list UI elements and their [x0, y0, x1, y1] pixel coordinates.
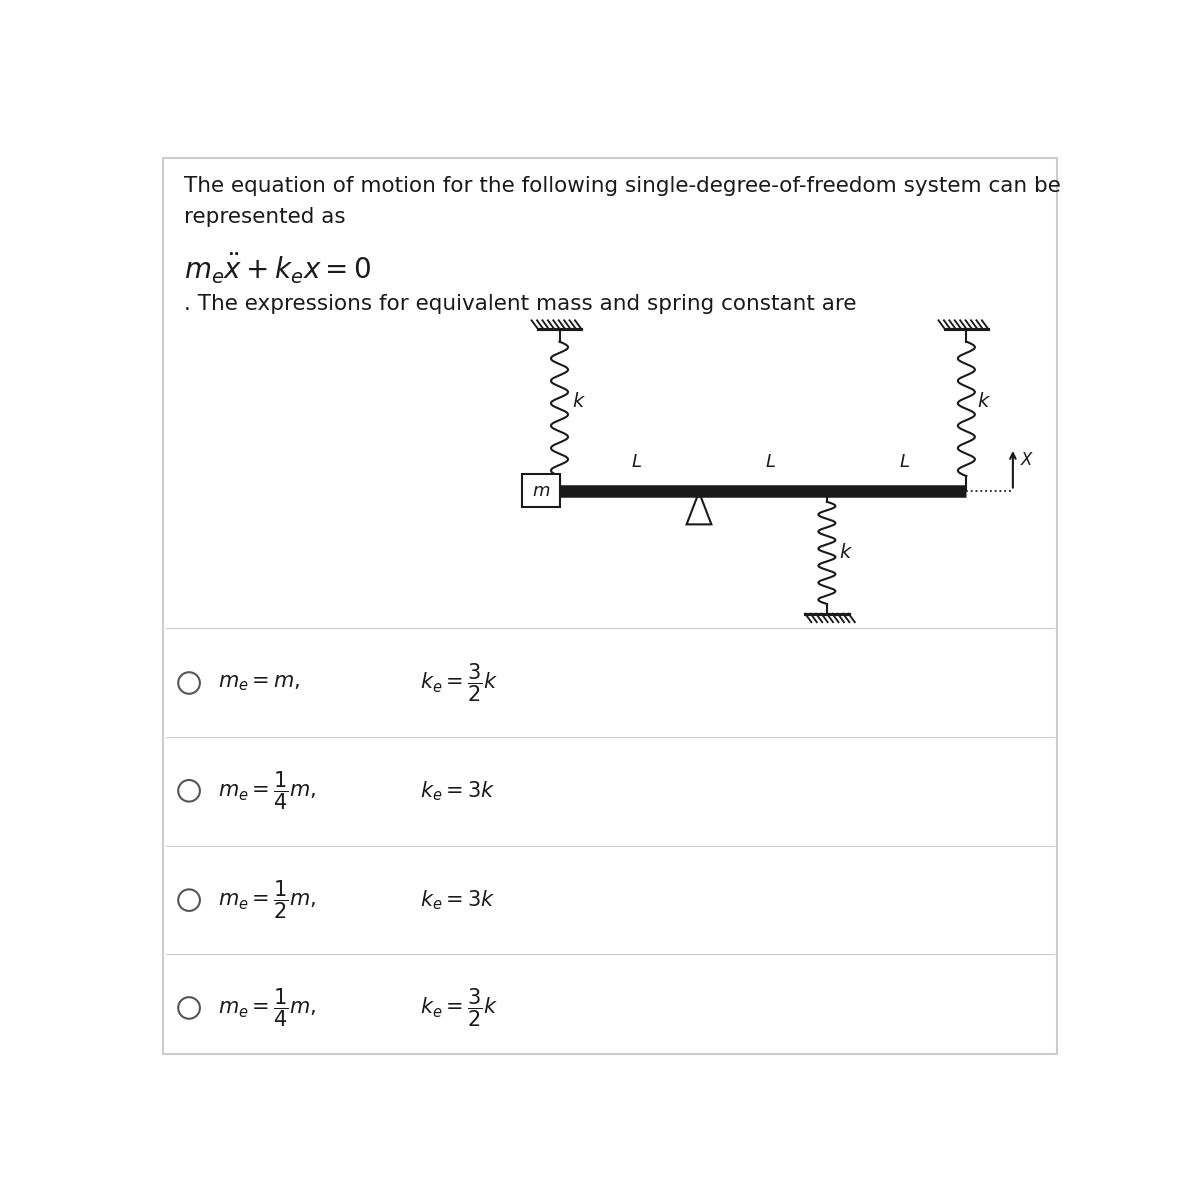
Text: k: k	[839, 544, 851, 563]
Text: X: X	[1021, 451, 1032, 469]
Text: L: L	[900, 454, 909, 472]
Circle shape	[178, 889, 200, 911]
Circle shape	[178, 672, 200, 694]
Bar	[522, 474, 559, 508]
Text: $m_e = \dfrac{1}{4}m,$: $m_e = \dfrac{1}{4}m,$	[219, 769, 317, 812]
Text: $m_e = m,$: $m_e = m,$	[219, 673, 301, 692]
Text: $m_e\ddot{x} + k_e x = 0$: $m_e\ddot{x} + k_e x = 0$	[183, 252, 371, 286]
Text: L: L	[632, 454, 641, 472]
Text: $k_e = 3k$: $k_e = 3k$	[420, 779, 495, 803]
Text: $k_e = 3k$: $k_e = 3k$	[420, 888, 495, 912]
Text: $m_e = \dfrac{1}{2}m,$: $m_e = \dfrac{1}{2}m,$	[219, 878, 317, 922]
Text: $m_e = \dfrac{1}{4}m,$: $m_e = \dfrac{1}{4}m,$	[219, 986, 317, 1030]
Text: . The expressions for equivalent mass and spring constant are: . The expressions for equivalent mass an…	[183, 294, 856, 314]
Circle shape	[178, 780, 200, 802]
Text: represented as: represented as	[183, 208, 345, 227]
Text: $k_e = \dfrac{3}{2}k$: $k_e = \dfrac{3}{2}k$	[420, 986, 497, 1030]
Circle shape	[178, 997, 200, 1019]
Text: m: m	[532, 481, 550, 499]
Text: $k_e = \dfrac{3}{2}k$: $k_e = \dfrac{3}{2}k$	[420, 661, 497, 704]
Text: k: k	[572, 391, 583, 410]
Text: k: k	[977, 391, 989, 410]
Text: The equation of motion for the following single-degree-of-freedom system can be: The equation of motion for the following…	[183, 176, 1060, 197]
Text: L: L	[765, 454, 776, 472]
